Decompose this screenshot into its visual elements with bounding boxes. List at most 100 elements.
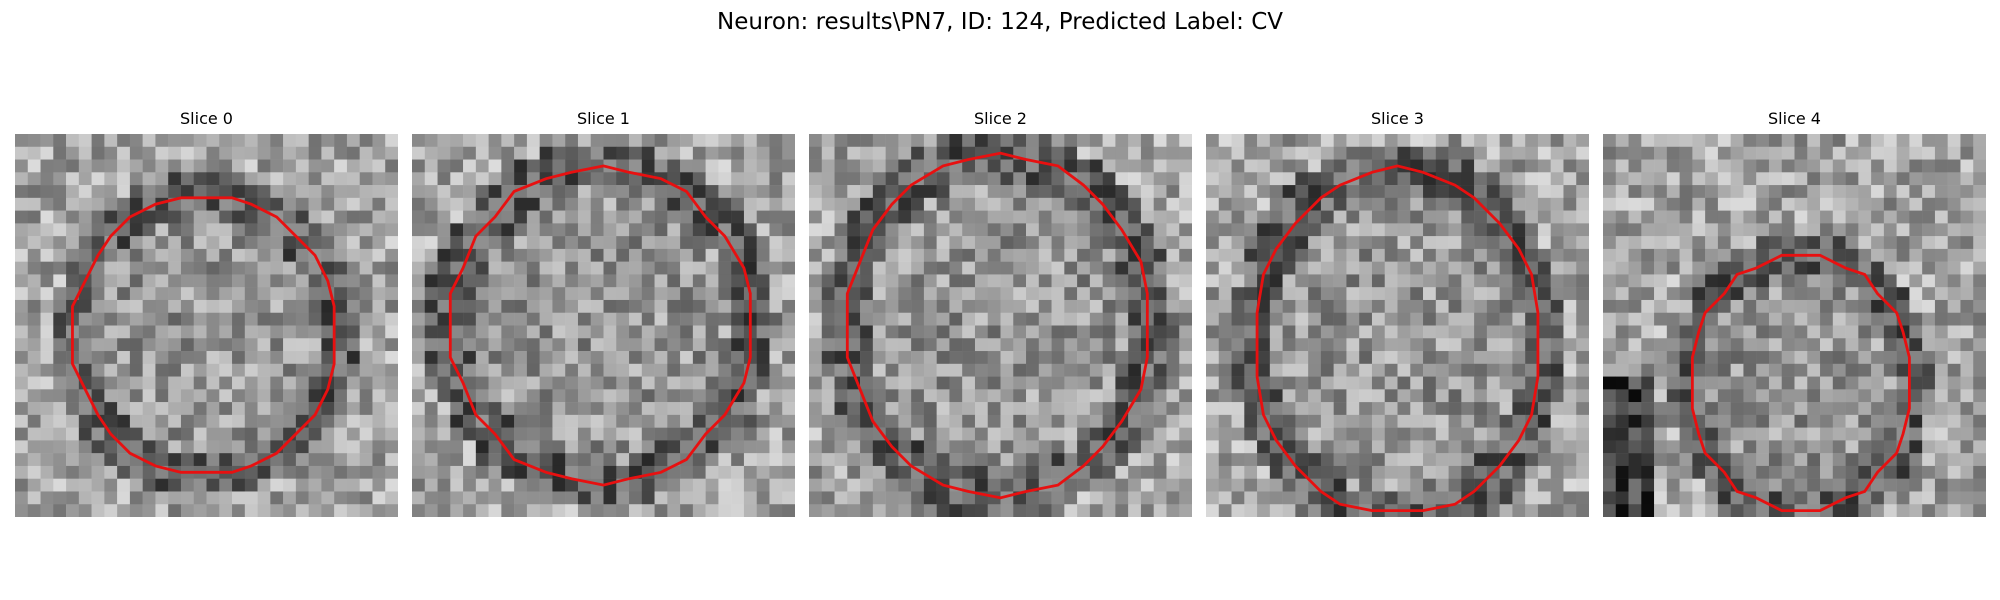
pixel <box>257 351 271 365</box>
pixel <box>603 351 617 365</box>
pixel <box>1308 351 1322 365</box>
pixel <box>1550 465 1564 479</box>
pixel <box>743 414 757 428</box>
pixel <box>821 389 835 403</box>
pixel <box>654 261 668 275</box>
pixel <box>526 146 540 160</box>
pixel <box>1295 478 1309 492</box>
pixel <box>616 325 630 339</box>
pixel <box>1909 414 1923 428</box>
pixel <box>1089 465 1103 479</box>
pixel <box>232 491 246 505</box>
pixel <box>117 223 131 237</box>
pixel <box>962 248 976 262</box>
pixel <box>372 440 386 454</box>
pixel <box>821 299 835 313</box>
pixel <box>847 159 861 173</box>
pixel <box>1140 210 1154 224</box>
pixel <box>1896 223 1910 237</box>
pixel <box>1115 248 1129 262</box>
pixel <box>718 338 732 352</box>
pixel <box>1218 453 1232 467</box>
pixel <box>385 172 398 186</box>
pixel <box>488 299 502 313</box>
pixel <box>1934 210 1948 224</box>
pixel <box>1934 197 1948 211</box>
pixel <box>1666 427 1680 441</box>
pixel <box>1858 223 1872 237</box>
pixel <box>1051 261 1065 275</box>
pixel <box>1026 351 1040 365</box>
pixel <box>1781 351 1795 365</box>
pixel <box>117 465 131 479</box>
pixel <box>1960 338 1974 352</box>
pixel <box>1333 312 1347 326</box>
pixel <box>1371 414 1385 428</box>
pixel <box>821 440 835 454</box>
pixel <box>821 465 835 479</box>
pixel <box>437 185 451 199</box>
pixel <box>834 478 848 492</box>
pixel <box>1883 261 1897 275</box>
pixel <box>654 159 668 173</box>
pixel <box>1206 491 1220 505</box>
pixel <box>1858 338 1872 352</box>
pixel <box>756 389 770 403</box>
pixel <box>1858 351 1872 365</box>
pixel <box>1397 414 1411 428</box>
pixel <box>450 248 464 262</box>
pixel <box>1179 146 1192 160</box>
pixel <box>949 453 963 467</box>
pixel <box>475 261 489 275</box>
pixel <box>1537 363 1551 377</box>
pixel <box>923 185 937 199</box>
pixel <box>1000 414 1014 428</box>
pixel <box>1077 159 1091 173</box>
pixel <box>834 159 848 173</box>
pixel <box>616 351 630 365</box>
pixel <box>1346 236 1360 250</box>
pixel <box>1077 491 1091 505</box>
pixel <box>142 248 156 262</box>
pixel <box>1896 172 1910 186</box>
pixel <box>142 478 156 492</box>
pixel <box>1206 478 1220 492</box>
pixel <box>1730 223 1744 237</box>
pixel <box>104 389 118 403</box>
pixel <box>488 440 502 454</box>
pixel <box>1269 299 1283 313</box>
pixel <box>1474 261 1488 275</box>
pixel <box>168 236 182 250</box>
pixel <box>1115 274 1129 288</box>
pixel <box>1845 223 1859 237</box>
pixel <box>488 504 502 517</box>
pixel <box>1871 389 1885 403</box>
pixel <box>1666 287 1680 301</box>
pixel <box>514 414 528 428</box>
pixel <box>526 299 540 313</box>
pixel <box>1960 261 1974 275</box>
pixel <box>412 453 426 467</box>
pixel <box>603 491 617 505</box>
pixel <box>15 236 29 250</box>
pixel <box>1768 223 1782 237</box>
pixel <box>1666 491 1680 505</box>
pixel <box>731 414 745 428</box>
pixel <box>1756 172 1770 186</box>
pixel <box>193 146 207 160</box>
pixel <box>1909 363 1923 377</box>
pixel <box>463 159 477 173</box>
pixel <box>308 134 322 148</box>
pixel <box>692 134 706 148</box>
pixel <box>334 351 348 365</box>
pixel <box>1359 299 1373 313</box>
pixel <box>872 248 886 262</box>
pixel <box>1615 172 1629 186</box>
slice-panel-1: Slice 1 <box>412 107 795 517</box>
pixel <box>104 185 118 199</box>
pixel <box>1807 210 1821 224</box>
pixel <box>142 287 156 301</box>
pixel <box>1858 363 1872 377</box>
pixel <box>1179 351 1192 365</box>
pixel <box>1717 402 1731 416</box>
